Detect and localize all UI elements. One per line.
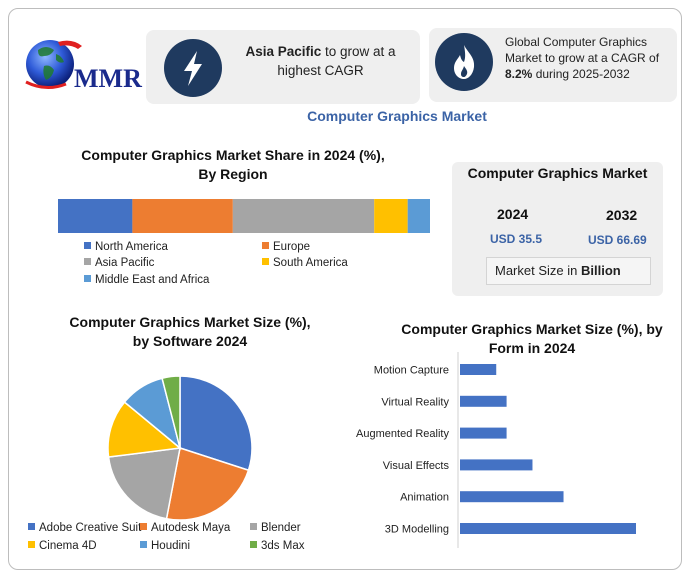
legend-item-adobe-creative-suit: Adobe Creative Suit (28, 521, 141, 535)
region-stacked-bar (58, 199, 430, 233)
software-legend: Adobe Creative Suit Autodesk Maya Blender C… (28, 521, 348, 557)
region-chart-title: Computer Graphics Market Share in 2024 (… (81, 147, 385, 182)
form-bar-motion-capture (460, 364, 497, 375)
logo-text: MMR (74, 64, 142, 93)
legend-item-houdini: Houdini (140, 539, 190, 553)
legend-label: North America (95, 241, 168, 253)
legend-label: Houdini (151, 540, 190, 552)
region-segment-europe (132, 199, 233, 233)
legend-item-autodesk-maya: Autodesk Maya (140, 521, 230, 535)
region-segment-middle-east-and-africa (407, 199, 430, 233)
legend-swatch (262, 242, 269, 249)
region-highlight-card: Asia Pacific to grow at a highest CAGR (146, 30, 420, 104)
legend-label: Cinema 4D (39, 540, 97, 552)
region-segment-south-america (374, 199, 408, 233)
legend-item-3ds-max: 3ds Max (250, 539, 304, 553)
form-bar-visual-effects (460, 459, 533, 471)
market-size-title: Computer Graphics Market (467, 165, 648, 181)
pie-slice-3ds-max (161, 375, 181, 449)
pie-slice-autodesk-maya (165, 447, 250, 521)
legend-label: 3ds Max (261, 540, 305, 552)
year-2024: 2024 (497, 206, 529, 222)
form-bar-3d-modelling (460, 523, 636, 534)
form-category-label: Virtual Reality (381, 396, 449, 408)
pie-slice-adobe-creative-suit (179, 375, 253, 472)
main-title: Computer Graphics Market (307, 108, 487, 124)
form-category-label: Visual Effects (383, 460, 450, 472)
region-highlight-text: Asia Pacific to grow at a highest CAGR (245, 44, 396, 78)
legend-item-blender: Blender (250, 521, 301, 535)
cagr-highlight-card: Global Computer Graphics Market to grow … (429, 28, 677, 102)
legend-swatch (28, 541, 35, 548)
legend-label: Asia Pacific (95, 257, 155, 269)
form-chart-title: Computer Graphics Market Size (%), by Fo… (401, 321, 663, 356)
cagr-highlight-text: Global Computer Graphics Market to grow … (505, 35, 660, 81)
legend-item-south-america: South America (262, 256, 348, 270)
legend-label: Adobe Creative Suit (39, 522, 142, 534)
mmr-logo (25, 40, 82, 89)
legend-item-asia-pacific: Asia Pacific (84, 256, 154, 270)
legend-swatch (140, 523, 147, 530)
legend-swatch (84, 258, 91, 265)
year-2032: 2032 (606, 207, 638, 223)
legend-label: Blender (261, 522, 301, 534)
region-legend: North America Europe Asia Pacific South Ame… (84, 240, 424, 288)
form-category-label: Motion Capture (374, 365, 449, 377)
flame-icon (435, 33, 493, 91)
market-size-unit: Market Size in Billion (486, 257, 651, 285)
form-bar-chart: Motion Capture Virtual Reality Augmented R… (356, 352, 636, 548)
region-segment-asia-pacific (232, 199, 375, 233)
legend-item-cinema-4d: Cinema 4D (28, 539, 97, 553)
value-2024: USD 35.5 (490, 232, 543, 246)
software-pie-chart (107, 375, 253, 521)
value-2032: USD 66.69 (588, 233, 647, 247)
legend-label: South America (273, 257, 348, 269)
legend-swatch (28, 523, 35, 530)
form-bar-animation (460, 491, 564, 503)
legend-swatch (262, 258, 269, 265)
legend-swatch (250, 541, 257, 548)
legend-item-europe: Europe (262, 240, 310, 254)
form-bar-virtual-reality (460, 395, 507, 407)
pie-slice-cinema-4d (107, 401, 182, 458)
form-category-label: Augmented Reality (356, 428, 449, 440)
legend-label: Europe (273, 241, 311, 253)
legend-label: Autodesk Maya (151, 522, 231, 534)
form-category-label: 3D Modelling (385, 524, 449, 536)
legend-swatch (84, 242, 91, 249)
pie-slice-blender (107, 447, 181, 520)
region-segment-north-america (58, 199, 133, 233)
market-size-card: Computer Graphics Market 2024 2032 USD 3… (452, 162, 663, 296)
legend-item-middle-east-and-africa: Middle East and Africa (84, 273, 209, 287)
legend-swatch (140, 541, 147, 548)
legend-item-north-america: North America (84, 240, 168, 254)
form-bar-augmented-reality (460, 427, 507, 439)
legend-swatch (250, 523, 257, 530)
legend-swatch (84, 275, 91, 282)
lightning-icon (164, 39, 222, 97)
form-category-label: Animation (400, 492, 449, 504)
software-chart-title: Computer Graphics Market Size (%), by So… (69, 314, 311, 349)
legend-label: Middle East and Africa (95, 274, 210, 286)
